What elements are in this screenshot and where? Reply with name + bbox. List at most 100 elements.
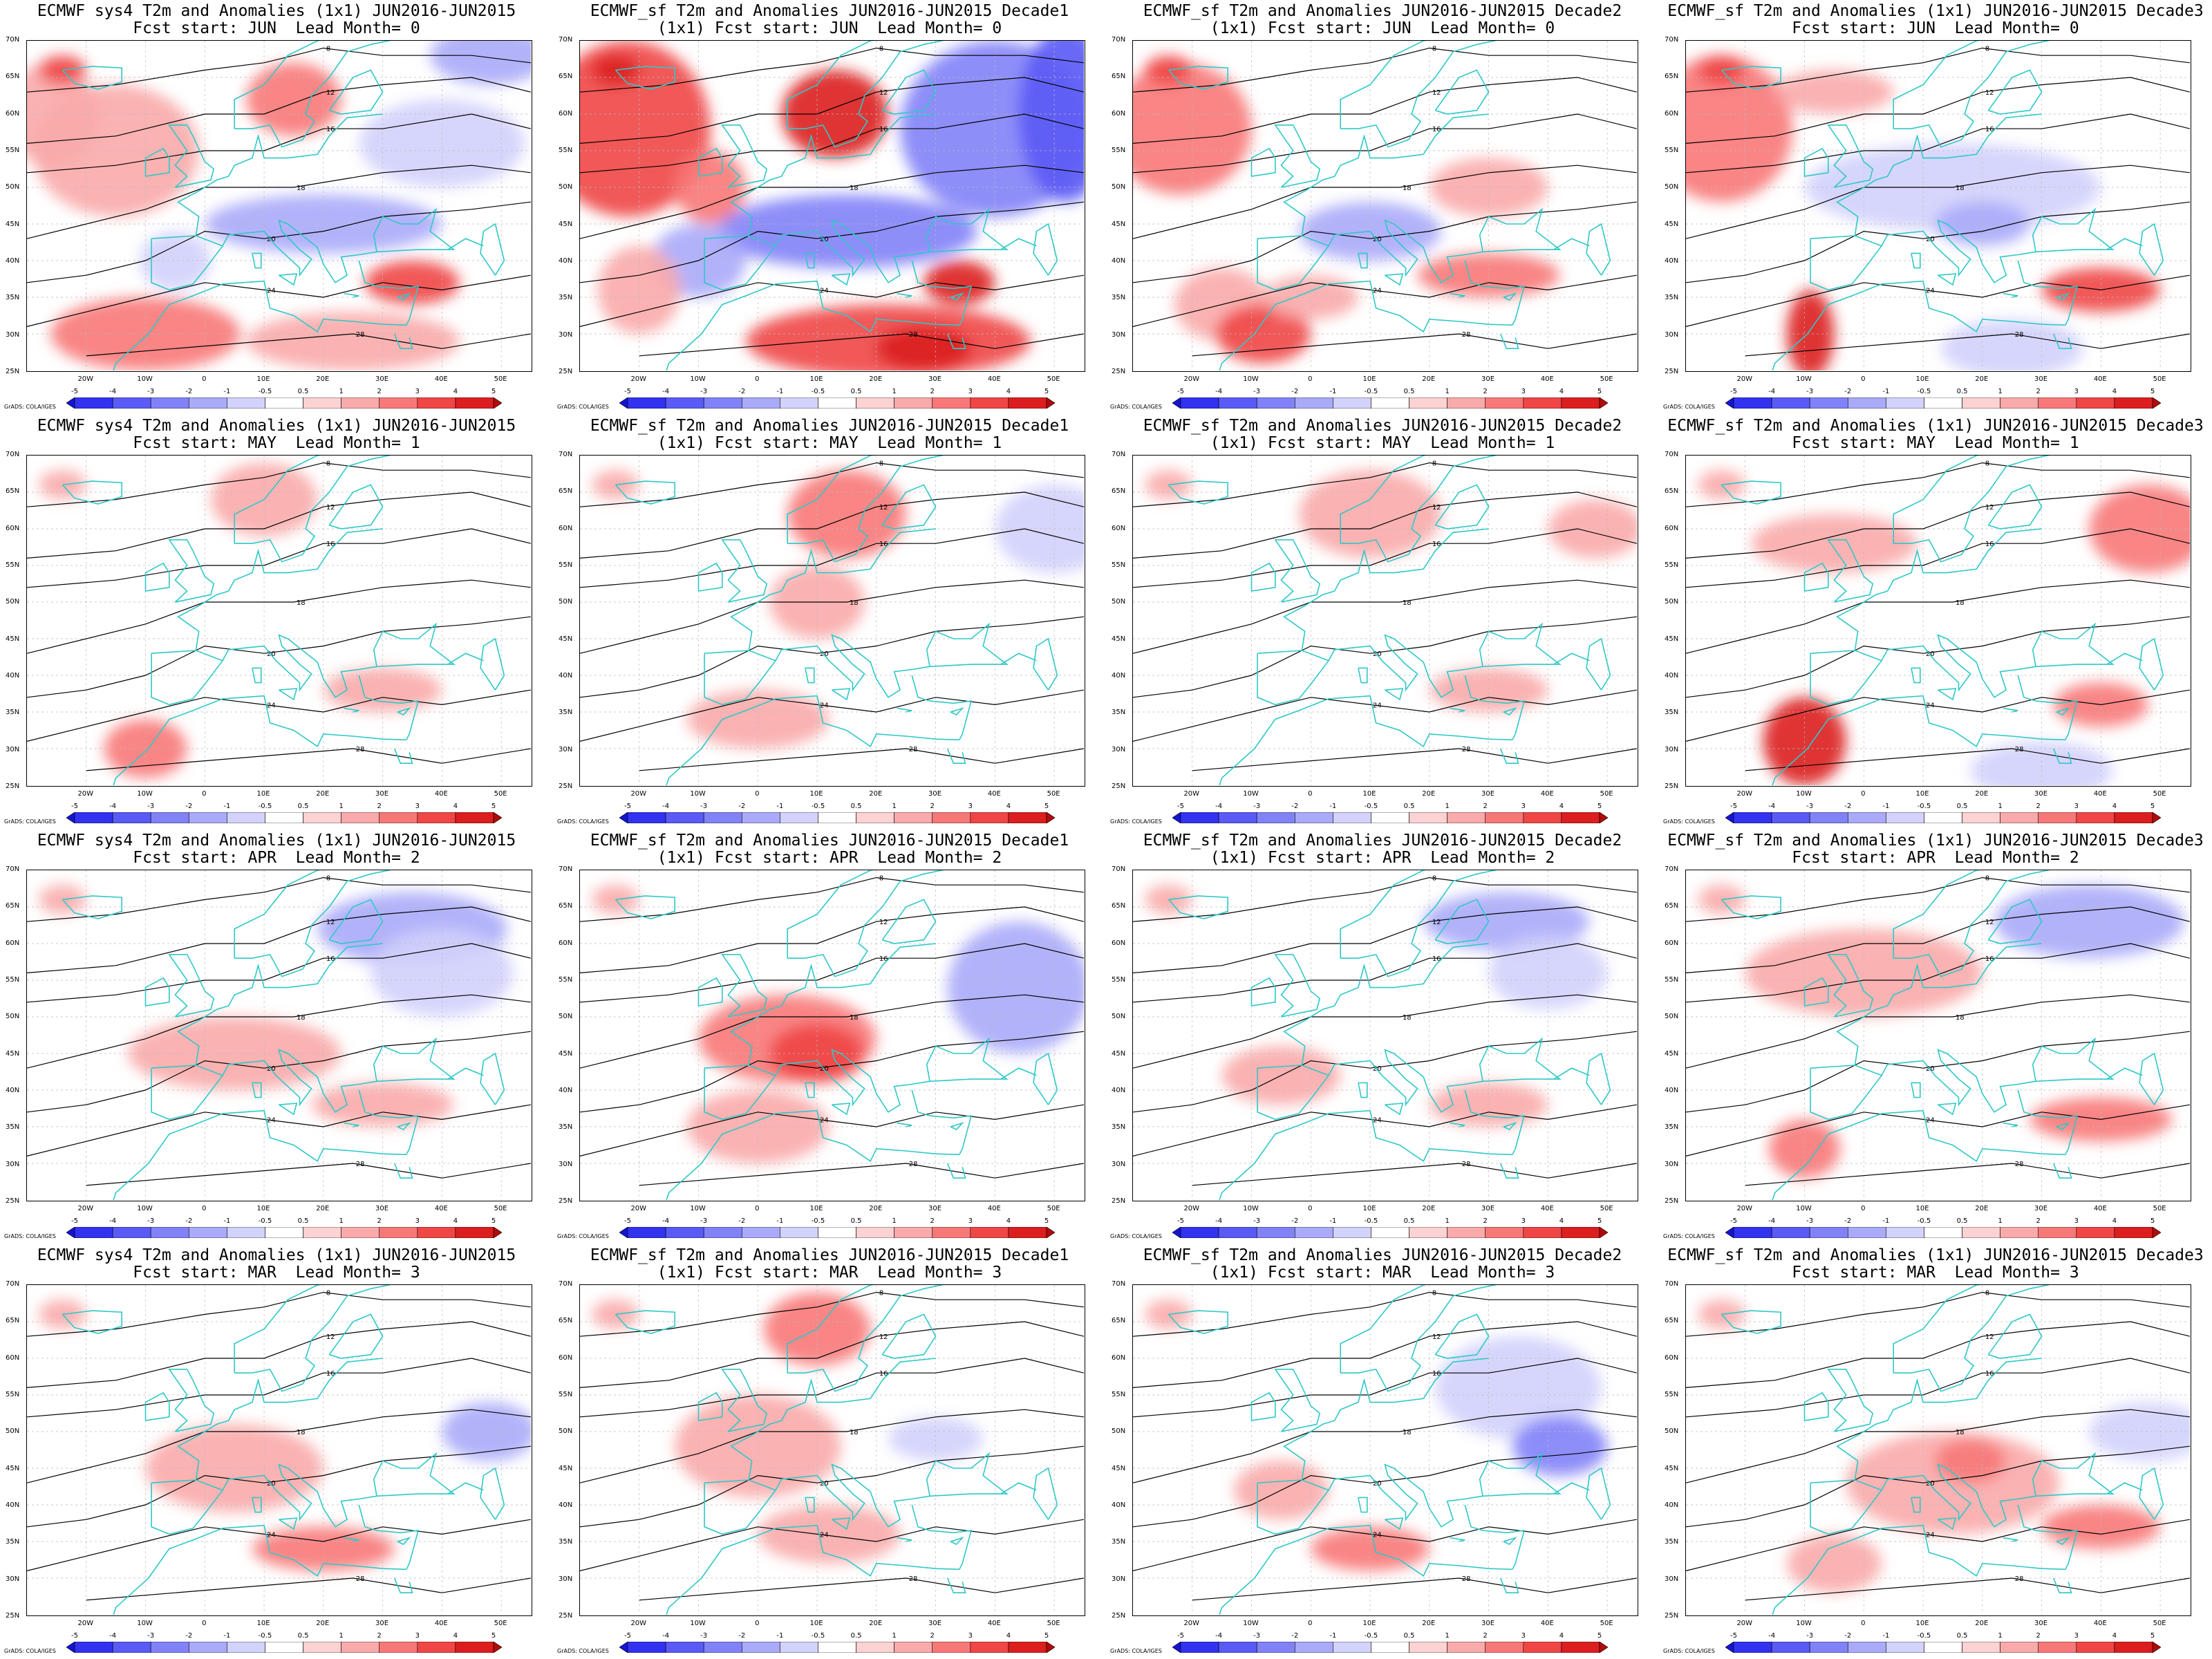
map-panel: ECMWF_sf T2m and Anomalies JUN2016-JUN20… [553, 830, 1106, 1244]
isotherm-label: 24 [820, 287, 829, 294]
colorbar-label: -0.5 [1364, 1632, 1378, 1640]
isotherm-line [1133, 1445, 1637, 1528]
colorbar-swatch [2152, 397, 2161, 409]
panel-title-line2: (1x1) Fcst start: MAY Lead Month= 1 [1210, 434, 1555, 452]
coastline [1450, 1122, 1465, 1127]
colorbar-label: 5 [491, 1217, 496, 1225]
longitude-label: 10W [1796, 790, 1812, 798]
isotherm-line [1192, 748, 1637, 771]
coastline [234, 870, 391, 977]
coastline [897, 1122, 912, 1127]
longitude-label: 20W [1183, 1620, 1200, 1627]
isotherm-label: 16 [879, 1370, 888, 1378]
colorbar-swatch [1371, 397, 1409, 409]
coastline [2106, 653, 2143, 665]
isotherm-label: 12 [1985, 504, 1994, 512]
colorbar-swatch [619, 397, 628, 409]
colorbar-label: -1 [1329, 803, 1337, 810]
isotherm-label: 8 [1432, 460, 1436, 468]
coastline [1168, 895, 1228, 919]
isotherm-line [27, 462, 531, 507]
colorbar-swatch [1725, 397, 1734, 409]
coastline [721, 539, 768, 603]
colorbar-swatch [1180, 1227, 1219, 1238]
colorbar-label: -3 [1253, 1632, 1261, 1640]
longitude-label: 50E [2153, 1620, 2166, 1627]
panel-title: ECMWF_sf T2m and Anomalies JUN2016-JUN20… [553, 832, 1106, 867]
panel-title: ECMWF sys4 T2m and Anomalies (1x1) JUN20… [0, 418, 553, 452]
colorbar-swatch [1333, 812, 1371, 823]
longitude-label: 10W [1243, 790, 1259, 798]
isotherm-line [1133, 1519, 1637, 1571]
coastline [615, 480, 675, 505]
coastline [151, 1479, 224, 1535]
colorbar-swatch [932, 397, 971, 409]
coastline [2106, 238, 2143, 250]
colorbar-label: -2 [1291, 1217, 1299, 1225]
anomaly-area [876, 326, 972, 371]
isotherm-line [86, 1163, 531, 1186]
latitude-label: 35N [6, 709, 20, 717]
colorbar-swatch [818, 1642, 856, 1653]
latitude-label: 50N [6, 598, 20, 606]
isotherm-label: 8 [879, 1290, 883, 1297]
isotherm-line [580, 165, 1084, 239]
longitude-label: 10W [137, 375, 153, 383]
isotherm-line [27, 1031, 531, 1113]
anomaly-area [1774, 70, 1894, 114]
coastline [1881, 207, 2115, 283]
coastline [151, 650, 224, 706]
anomaly-area [442, 1402, 531, 1461]
longitude-label: 40E [987, 1620, 1001, 1627]
colorbar-label: -2 [185, 803, 193, 810]
colorbar-swatch [2000, 812, 2039, 823]
isotherm-label: 28 [356, 331, 365, 339]
coastline [1807, 1524, 2065, 1579]
colorbar-swatch [188, 1227, 227, 1238]
coastline [168, 124, 215, 188]
isotherm-line [1133, 491, 1637, 559]
isotherm-label: 16 [326, 955, 335, 963]
colorbar-swatch [1847, 812, 1886, 823]
coastline [1464, 260, 1526, 326]
colorbar-label: -2 [1844, 1217, 1852, 1225]
anomaly-area [364, 261, 460, 305]
colorbar-label: -2 [1291, 1632, 1299, 1640]
colorbar [1172, 1642, 1608, 1653]
longitude-label: 40E [434, 1205, 448, 1212]
coastline [697, 562, 723, 592]
coastline [344, 292, 359, 298]
isotherm-line [580, 528, 1084, 588]
colorbar-swatch [112, 1227, 151, 1238]
colorbar-label: 1 [892, 388, 897, 395]
latitude-label: 50N [559, 183, 573, 191]
colorbar-swatch [1008, 1642, 1047, 1653]
latitude-label: 40N [1112, 1087, 1126, 1094]
coastline [1503, 1537, 1517, 1546]
isotherm-line [580, 47, 1084, 93]
latitude-label: 55N [6, 976, 20, 984]
colorbar-swatch [1172, 1227, 1181, 1238]
isotherm-label: 24 [820, 1531, 829, 1539]
isotherm-label: 18 [297, 1014, 306, 1022]
colorbar-label: -0.5 [1364, 803, 1378, 810]
isotherm-line [1686, 1031, 2190, 1113]
coastline [730, 113, 936, 236]
longitude-label: 40E [1540, 1205, 1554, 1212]
coastline [615, 66, 675, 90]
map-panel: ECMWF_sf T2m and Anomalies JUN2016-JUN20… [1106, 415, 1659, 830]
coastline [730, 943, 936, 1066]
colorbar-swatch [66, 812, 75, 823]
coastline [222, 622, 456, 698]
longitude-label: 0 [202, 1620, 207, 1627]
colorbar-swatch [1523, 1642, 1562, 1653]
map-panel: ECMWF_sf T2m and Anomalies JUN2016-JUN20… [1106, 1244, 1659, 1659]
isotherm-line [1133, 1104, 1637, 1156]
colorbar-swatch [970, 1642, 1009, 1653]
latitude-label: 70N [1665, 451, 1679, 458]
isotherm-label: 8 [879, 875, 883, 883]
colorbar-swatch [1172, 812, 1181, 823]
coastline [897, 1537, 912, 1542]
coastlines [1168, 456, 1611, 785]
